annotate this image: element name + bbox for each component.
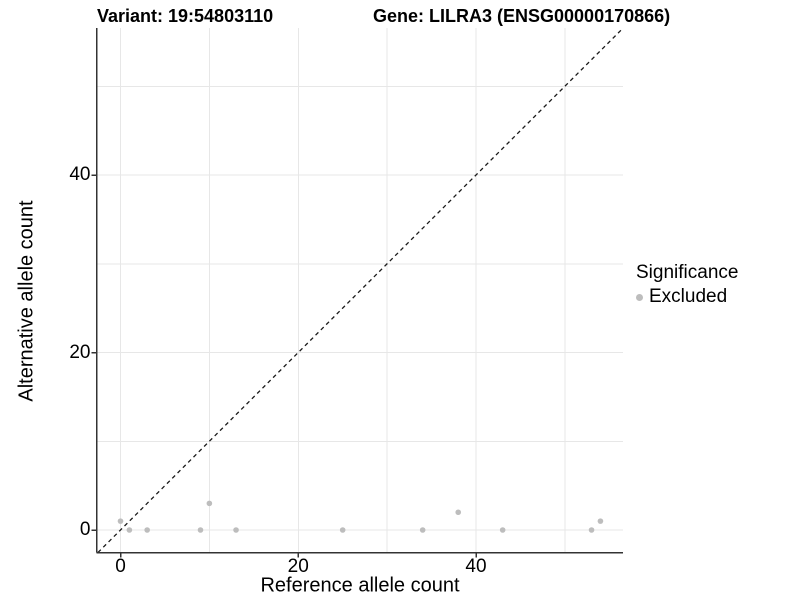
identity-line bbox=[97, 27, 624, 553]
data-point bbox=[499, 527, 506, 533]
y-tick-label: 40 bbox=[69, 164, 91, 185]
plot-title-gene: Gene: LILRA3 (ENSG00000170866) bbox=[373, 6, 671, 26]
legend-item-excluded: Excluded bbox=[636, 286, 738, 308]
data-point bbox=[117, 518, 124, 524]
x-tick-label: 40 bbox=[465, 556, 487, 577]
data-point bbox=[597, 518, 604, 524]
legend-point-icon bbox=[636, 293, 643, 301]
x-tick-label: 0 bbox=[115, 556, 126, 577]
legend-title: Significance bbox=[636, 262, 739, 283]
plot-title-variant: Variant: 19:54803110 bbox=[97, 6, 274, 26]
data-point bbox=[588, 527, 595, 533]
data-point bbox=[455, 509, 462, 516]
data-point bbox=[144, 527, 150, 533]
data-point bbox=[206, 500, 213, 507]
data-point bbox=[419, 527, 426, 533]
data-point bbox=[197, 527, 204, 533]
y-tick-label: 0 bbox=[79, 519, 91, 540]
data-point bbox=[233, 527, 239, 533]
data-point bbox=[126, 527, 133, 533]
y-tick-label: 20 bbox=[69, 341, 91, 363]
data-point bbox=[339, 527, 346, 533]
x-axis-title: Reference allele count bbox=[260, 574, 460, 597]
legend-item-label: Excluded bbox=[649, 286, 728, 307]
x-tick-label: 20 bbox=[287, 556, 309, 577]
legend: Significance Excluded bbox=[636, 262, 738, 308]
y-axis-title: Alternative allele count bbox=[15, 200, 38, 402]
